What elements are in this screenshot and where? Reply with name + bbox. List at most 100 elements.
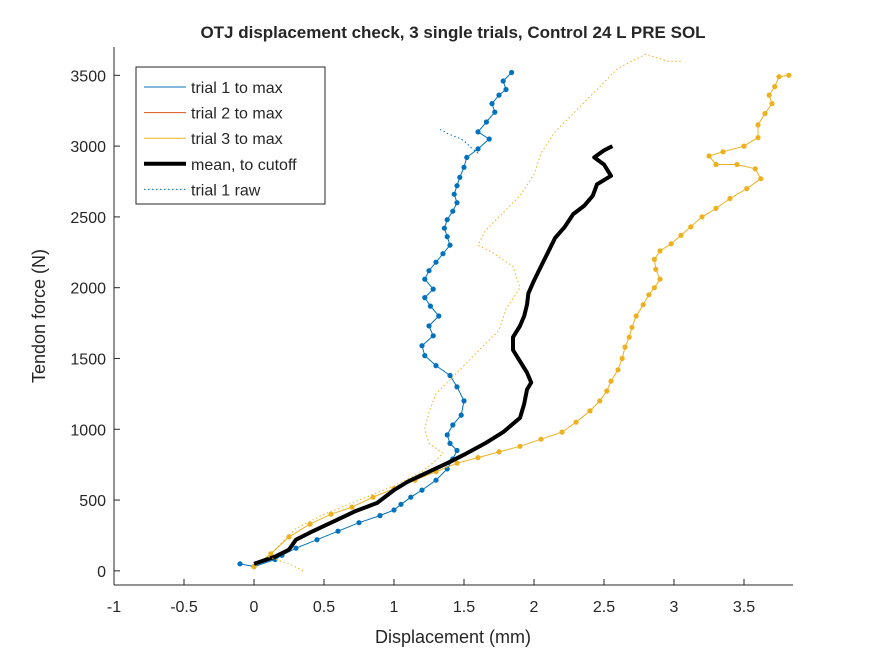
- series-0-point-5: [314, 537, 320, 543]
- legend-box: [135, 66, 326, 205]
- series-0-point-36: [440, 251, 446, 257]
- x-tick-label-6: 2: [530, 599, 539, 616]
- series-0-point-52: [492, 109, 498, 115]
- series-1-point-47: [741, 143, 747, 149]
- x-axis-label: Displacement (mm): [375, 627, 531, 647]
- series-0-point-8: [377, 513, 383, 519]
- series-line-0: [239, 72, 512, 568]
- y-tick-label-5: 2500: [70, 210, 106, 227]
- axes-group: -1 -0.5 0 0.5 1 1.5 2 2.5 3 3.5 0 500 1000 1500 2000 25…: [70, 47, 793, 616]
- series-0-point-13: [433, 477, 439, 483]
- series-0-point-43: [451, 191, 457, 197]
- series-0-point-0: [237, 561, 243, 567]
- series-1-point-49: [755, 122, 761, 128]
- legend-label-2: trial 3 to max: [191, 131, 283, 148]
- series-0-point-50: [475, 129, 481, 135]
- series-0-point-56: [500, 78, 506, 84]
- x-tick-label-5: 1.5: [453, 599, 475, 616]
- series-1-point-28: [646, 292, 652, 298]
- series-0-point-24: [433, 363, 439, 369]
- series-1-point-45: [706, 153, 712, 159]
- y-tick-label-4: 2000: [70, 281, 106, 298]
- series-1-point-38: [713, 205, 719, 211]
- series-0-point-23: [447, 372, 453, 379]
- series-0-point-37: [447, 242, 453, 248]
- series-1-point-14: [538, 436, 544, 442]
- series-1-point-2: [286, 534, 292, 540]
- series-1-point-35: [678, 232, 684, 238]
- series-0-point-25: [422, 353, 428, 359]
- legend-label-0: trial 1 to max: [191, 80, 283, 97]
- y-tick-label-6: 3000: [70, 139, 106, 156]
- series-0-point-9: [391, 507, 397, 513]
- x-tick-label-1: -0.5: [170, 599, 198, 616]
- series-0-point-39: [441, 225, 447, 231]
- series-0-point-47: [464, 154, 470, 160]
- x-tick-label-8: 3: [670, 599, 679, 616]
- series-1-point-13: [517, 443, 523, 449]
- series-0-point-7: [356, 520, 362, 526]
- series-1-point-22: [619, 355, 625, 362]
- series-1-point-11: [475, 455, 481, 461]
- series-1-point-1: [268, 551, 274, 557]
- series-1-point-51: [769, 101, 775, 107]
- series-0-point-6: [335, 528, 341, 534]
- plot-series-group: [237, 53, 792, 572]
- series-line-3: [438, 128, 479, 154]
- series-1-point-44: [713, 161, 719, 168]
- series-1-point-37: [699, 214, 705, 220]
- series-1-point-6: [370, 494, 376, 500]
- y-tick-label-3: 1500: [70, 351, 106, 368]
- series-0-point-28: [426, 323, 432, 329]
- series-1-point-30: [657, 276, 663, 282]
- series-0-point-54: [496, 92, 502, 98]
- series-1-point-32: [651, 256, 658, 262]
- y-tick-label-0: 0: [97, 564, 106, 581]
- series-1-point-54: [776, 74, 782, 80]
- series-0-point-4: [293, 545, 299, 551]
- y-tick-label-2: 1000: [70, 422, 106, 439]
- series-0-point-30: [427, 303, 433, 309]
- series-0-point-51: [483, 119, 489, 125]
- series-1-point-24: [626, 334, 632, 340]
- series-0-point-42: [454, 200, 460, 206]
- series-1-point-39: [727, 195, 733, 202]
- series-1-point-21: [615, 367, 621, 373]
- series-1-point-53: [772, 84, 778, 90]
- series-1-point-42: [752, 166, 758, 172]
- series-1-point-16: [573, 419, 579, 425]
- series-0-point-44: [454, 183, 460, 189]
- series-0-point-18: [444, 432, 450, 438]
- series-0-point-46: [461, 164, 467, 170]
- series-0-point-20: [458, 412, 464, 418]
- series-1-point-10: [454, 460, 460, 466]
- series-0-point-11: [408, 494, 414, 500]
- series-1-point-12: [496, 449, 502, 455]
- y-axis-label: Tendon force (N): [29, 249, 49, 383]
- series-1-point-3: [307, 521, 313, 527]
- legend: trial 1 to max trial 2 to max trial 3 to m…: [135, 66, 326, 205]
- y-tick-label-1: 500: [79, 493, 106, 510]
- series-1-point-31: [653, 266, 659, 272]
- series-0-point-35: [433, 259, 439, 265]
- series-line-2: [253, 144, 614, 566]
- x-tick-label-9: 3.5: [733, 599, 755, 616]
- series-1-point-18: [597, 398, 603, 404]
- series-1-point-19: [604, 388, 610, 394]
- series-1-point-55: [786, 72, 792, 78]
- series-1-point-33: [657, 248, 663, 254]
- series-0-point-38: [444, 234, 450, 240]
- series-0-point-40: [444, 217, 450, 223]
- series-0-point-53: [489, 101, 495, 107]
- series-0-point-26: [419, 343, 425, 349]
- x-tick-label-0: -1: [107, 599, 121, 616]
- series-1-point-34: [668, 241, 674, 247]
- series-1-point-4: [328, 511, 334, 517]
- x-tick-label-2: 0: [250, 599, 259, 616]
- series-1-point-36: [688, 224, 694, 230]
- series-1-point-20: [608, 378, 614, 384]
- series-0-point-19: [450, 422, 456, 428]
- series-0-point-45: [457, 174, 463, 180]
